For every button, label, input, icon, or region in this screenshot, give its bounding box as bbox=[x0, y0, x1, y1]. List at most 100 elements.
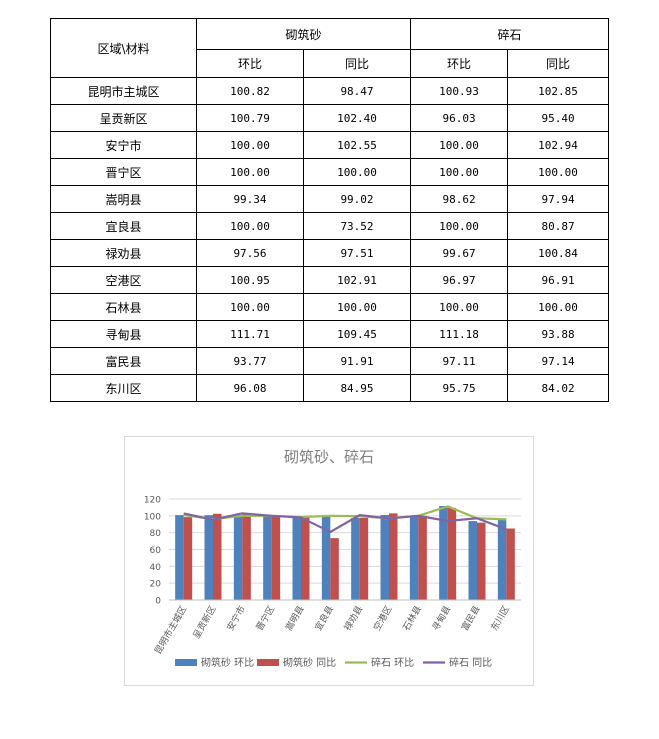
x-tick-label: 东川区 bbox=[488, 604, 512, 633]
value-cell: 97.51 bbox=[302, 239, 412, 267]
bar-masonry-sand-yoy bbox=[242, 513, 251, 600]
value-cell: 111.71 bbox=[196, 320, 304, 348]
bar-masonry-sand-mom bbox=[497, 519, 507, 600]
value-cell: 99.67 bbox=[410, 239, 509, 267]
x-tick-label: 禄劝县 bbox=[341, 604, 365, 633]
group-header-gravel: 碎石 bbox=[410, 18, 610, 50]
bar-masonry-sand-mom bbox=[468, 521, 477, 600]
subheader-mom: 环比 bbox=[196, 49, 304, 78]
value-cell: 99.34 bbox=[196, 185, 304, 213]
bar-masonry-sand-yoy bbox=[477, 522, 486, 600]
bar-masonry-sand-yoy bbox=[359, 517, 369, 600]
table-row: 晋宁区 100.00 100.00 100.00 100.00 bbox=[50, 158, 610, 186]
bar-masonry-sand-yoy bbox=[301, 516, 310, 600]
value-cell: 100.00 bbox=[196, 158, 304, 186]
region-cell: 晋宁区 bbox=[50, 158, 197, 186]
region-cell: 石林县 bbox=[50, 293, 197, 321]
region-cell: 空港区 bbox=[50, 266, 197, 294]
value-cell: 93.88 bbox=[507, 320, 610, 348]
x-tick-label: 富民县 bbox=[459, 604, 483, 633]
region-cell: 昆明市主城区 bbox=[50, 77, 197, 105]
value-cell: 91.91 bbox=[302, 347, 412, 375]
value-cell: 80.87 bbox=[507, 212, 610, 240]
bar-masonry-sand-yoy bbox=[389, 513, 398, 600]
bar-masonry-sand-mom bbox=[439, 505, 448, 600]
y-tick-label: 100 bbox=[144, 512, 161, 522]
table-row: 东川区 96.08 84.95 95.75 84.02 bbox=[50, 374, 610, 402]
x-tick-label: 昆明市主城区 bbox=[152, 604, 189, 657]
table-row: 禄劝县 97.56 97.51 99.67 100.84 bbox=[50, 239, 610, 267]
subheader-yoy: 同比 bbox=[507, 49, 610, 78]
x-tick-label: 寻甸县 bbox=[429, 604, 453, 633]
line-gravel-mom bbox=[183, 505, 507, 521]
value-cell: 100.00 bbox=[196, 293, 304, 321]
table-row: 富民县 93.77 91.91 97.11 97.14 bbox=[50, 347, 610, 375]
legend-swatch bbox=[175, 659, 197, 666]
bar-masonry-sand-yoy bbox=[330, 538, 339, 600]
table-row: 呈贡新区 100.79 102.40 96.03 95.40 bbox=[50, 104, 610, 132]
region-cell: 东川区 bbox=[50, 374, 197, 402]
bar-masonry-sand-mom bbox=[409, 515, 419, 600]
x-tick-label: 嵩明县 bbox=[284, 604, 307, 633]
value-cell: 98.62 bbox=[410, 185, 509, 213]
bar-masonry-sand-mom bbox=[204, 515, 213, 600]
value-cell: 100.00 bbox=[507, 158, 610, 186]
value-cell: 100.00 bbox=[196, 212, 304, 240]
table-row: 空港区 100.95 102.91 96.97 96.91 bbox=[50, 266, 610, 294]
bar-masonry-sand-mom bbox=[263, 515, 272, 600]
subheader-yoy: 同比 bbox=[302, 49, 412, 78]
value-cell: 97.56 bbox=[196, 239, 304, 267]
value-cell: 99.02 bbox=[302, 185, 412, 213]
combo-chart: 砌筑砂、碎石 0 20 40 60 80 100 120 昆明市主城区 呈贡新区 安宁市 晋宁区 嵩明县… bbox=[144, 448, 521, 669]
value-cell: 98.47 bbox=[302, 77, 412, 105]
value-cell: 102.85 bbox=[507, 77, 610, 105]
bar-masonry-sand-mom bbox=[175, 515, 184, 600]
value-cell: 96.03 bbox=[410, 104, 509, 132]
region-cell: 宜良县 bbox=[50, 212, 197, 240]
value-cell: 100.00 bbox=[302, 158, 412, 186]
table-row: 寻甸县 111.71 109.45 111.18 93.88 bbox=[50, 320, 610, 348]
value-cell: 93.77 bbox=[196, 347, 304, 375]
value-cell: 96.08 bbox=[196, 374, 304, 402]
x-tick-label: 晋宁区 bbox=[253, 604, 277, 633]
bar-masonry-sand-mom bbox=[292, 516, 301, 600]
table-row: 石林县 100.00 100.00 100.00 100.00 bbox=[50, 293, 610, 321]
y-tick-label: 0 bbox=[155, 597, 161, 607]
bar-masonry-sand-mom bbox=[233, 515, 243, 600]
region-cell: 富民县 bbox=[50, 347, 197, 375]
x-tick-label: 石林县 bbox=[400, 604, 424, 633]
value-cell: 84.95 bbox=[302, 374, 412, 402]
value-cell: 84.02 bbox=[507, 374, 610, 402]
value-cell: 100.00 bbox=[196, 131, 304, 159]
legend-swatch bbox=[257, 659, 279, 666]
price-index-table: 区域\材料 砌筑砂 碎石 环比 同比 环比 同比 昆明市主城区 100.82 98.… bbox=[50, 18, 610, 402]
value-cell: 97.14 bbox=[507, 347, 610, 375]
legend-label: 碎石 环比 bbox=[371, 656, 414, 669]
value-cell: 100.00 bbox=[410, 212, 509, 240]
bar-masonry-sand-mom bbox=[380, 515, 389, 600]
value-cell: 96.97 bbox=[410, 266, 509, 294]
legend-label: 碎石 同比 bbox=[449, 656, 492, 669]
bar-masonry-sand-mom bbox=[351, 517, 360, 600]
value-cell: 96.91 bbox=[507, 266, 610, 294]
value-cell: 95.75 bbox=[410, 374, 509, 402]
value-cell: 100.00 bbox=[302, 293, 412, 321]
value-cell: 100.00 bbox=[507, 293, 610, 321]
bar-masonry-sand-yoy bbox=[418, 515, 427, 600]
x-tick-label: 呈贡新区 bbox=[190, 604, 218, 641]
value-cell: 109.45 bbox=[302, 320, 412, 348]
table-row: 安宁市 100.00 102.55 100.00 102.94 bbox=[50, 131, 610, 159]
region-cell: 寻甸县 bbox=[50, 320, 197, 348]
table-row: 宜良县 100.00 73.52 100.00 80.87 bbox=[50, 212, 610, 240]
value-cell: 102.94 bbox=[507, 131, 610, 159]
group-header-masonry-sand: 砌筑砂 bbox=[195, 18, 412, 50]
y-tick-label: 80 bbox=[150, 529, 162, 539]
bar-masonry-sand-yoy bbox=[271, 515, 281, 600]
value-cell: 100.95 bbox=[196, 266, 304, 294]
value-cell: 100.00 bbox=[410, 158, 509, 186]
value-cell: 102.91 bbox=[302, 266, 412, 294]
y-tick-label: 40 bbox=[150, 563, 162, 573]
corner-header: 区域\材料 bbox=[50, 18, 197, 78]
y-tick-label: 120 bbox=[144, 496, 161, 506]
region-cell: 禄劝县 bbox=[50, 239, 197, 267]
